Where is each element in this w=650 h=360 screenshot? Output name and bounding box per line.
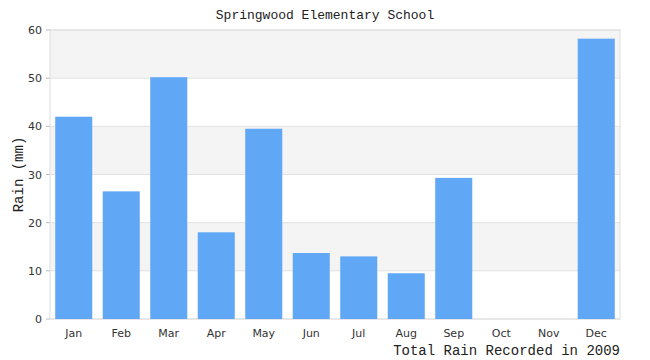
y-tick-label: 40 xyxy=(28,120,42,133)
grid-line xyxy=(50,174,620,175)
bar xyxy=(103,191,140,319)
x-tick-label: Sep xyxy=(443,327,464,340)
x-tick-label: Jan xyxy=(64,327,82,340)
x-tick-label: Dec xyxy=(586,327,607,340)
x-tick-label: Apr xyxy=(207,327,227,340)
y-tick xyxy=(46,78,50,79)
bar xyxy=(483,319,520,320)
grid-line xyxy=(50,126,620,127)
y-axis-label: Rain (mm) xyxy=(11,137,27,213)
x-tick-label: May xyxy=(252,327,275,340)
background xyxy=(0,0,650,360)
y-tick xyxy=(46,319,50,320)
bar xyxy=(340,256,377,319)
bar xyxy=(55,117,92,319)
y-tick xyxy=(46,222,50,223)
grid-band xyxy=(50,126,620,174)
y-tick-label: 10 xyxy=(28,265,42,278)
y-tick xyxy=(46,30,50,31)
bar xyxy=(578,39,615,319)
y-tick-label: 20 xyxy=(28,217,42,230)
y-tick-label: 0 xyxy=(35,313,42,326)
x-tick-label: Jun xyxy=(302,327,320,340)
y-tick-label: 60 xyxy=(28,24,42,37)
bar xyxy=(530,319,567,320)
x-tick-label: Mar xyxy=(158,327,179,340)
x-tick-label: Nov xyxy=(538,327,560,340)
bars xyxy=(55,39,615,319)
y-tick-label: 30 xyxy=(28,169,42,182)
chart: 0 10 20 30 40 50 60 Jan Feb Mar Apr May Jun Jul Aug Sep… xyxy=(0,0,650,360)
bar xyxy=(245,129,282,319)
bar xyxy=(150,77,187,319)
plot-frame xyxy=(50,30,620,319)
x-tick-label: Aug xyxy=(396,327,417,340)
x-axis-label: Total Rain Recorded in 2009 xyxy=(393,343,620,359)
grid-band xyxy=(50,30,620,78)
x-tick-label: Jul xyxy=(351,327,365,340)
bar xyxy=(435,178,472,319)
y-tick xyxy=(46,270,50,271)
y-tick-label: 50 xyxy=(28,72,42,85)
bar xyxy=(198,232,235,319)
title: Springwood Elementary School xyxy=(216,8,435,23)
bar xyxy=(388,273,425,319)
bar xyxy=(293,253,330,319)
grid-line xyxy=(50,78,620,79)
x-tick-label: Oct xyxy=(492,327,512,340)
y-tick xyxy=(46,174,50,175)
y-tick xyxy=(46,126,50,127)
x-tick-label: Feb xyxy=(112,327,131,340)
